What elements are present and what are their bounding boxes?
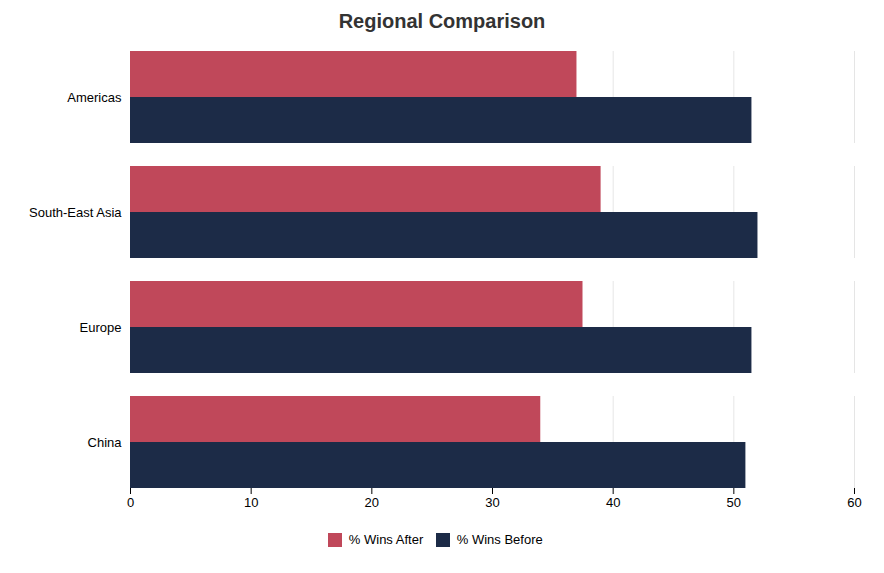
svg-text:10: 10 <box>244 495 258 510</box>
svg-text:0: 0 <box>127 495 134 510</box>
html-text:% Wins After: % Wins After <box>348 532 424 547</box>
svg-text:China: China <box>88 435 123 450</box>
svg-text:Americas: Americas <box>67 90 122 105</box>
svg-text:20: 20 <box>365 495 379 510</box>
html-text:Regional Comparison: Regional Comparison <box>338 10 546 32</box>
svg-text:South-East Asia: South-East Asia <box>29 205 122 220</box>
svg-text:50: 50 <box>727 495 741 510</box>
svg-text:60: 60 <box>847 495 861 510</box>
svg-text:30: 30 <box>485 495 499 510</box>
svg-text:Europe: Europe <box>80 320 122 335</box>
svg-text:40: 40 <box>606 495 620 510</box>
html-text:% Wins Before: % Wins Before <box>456 532 543 547</box>
